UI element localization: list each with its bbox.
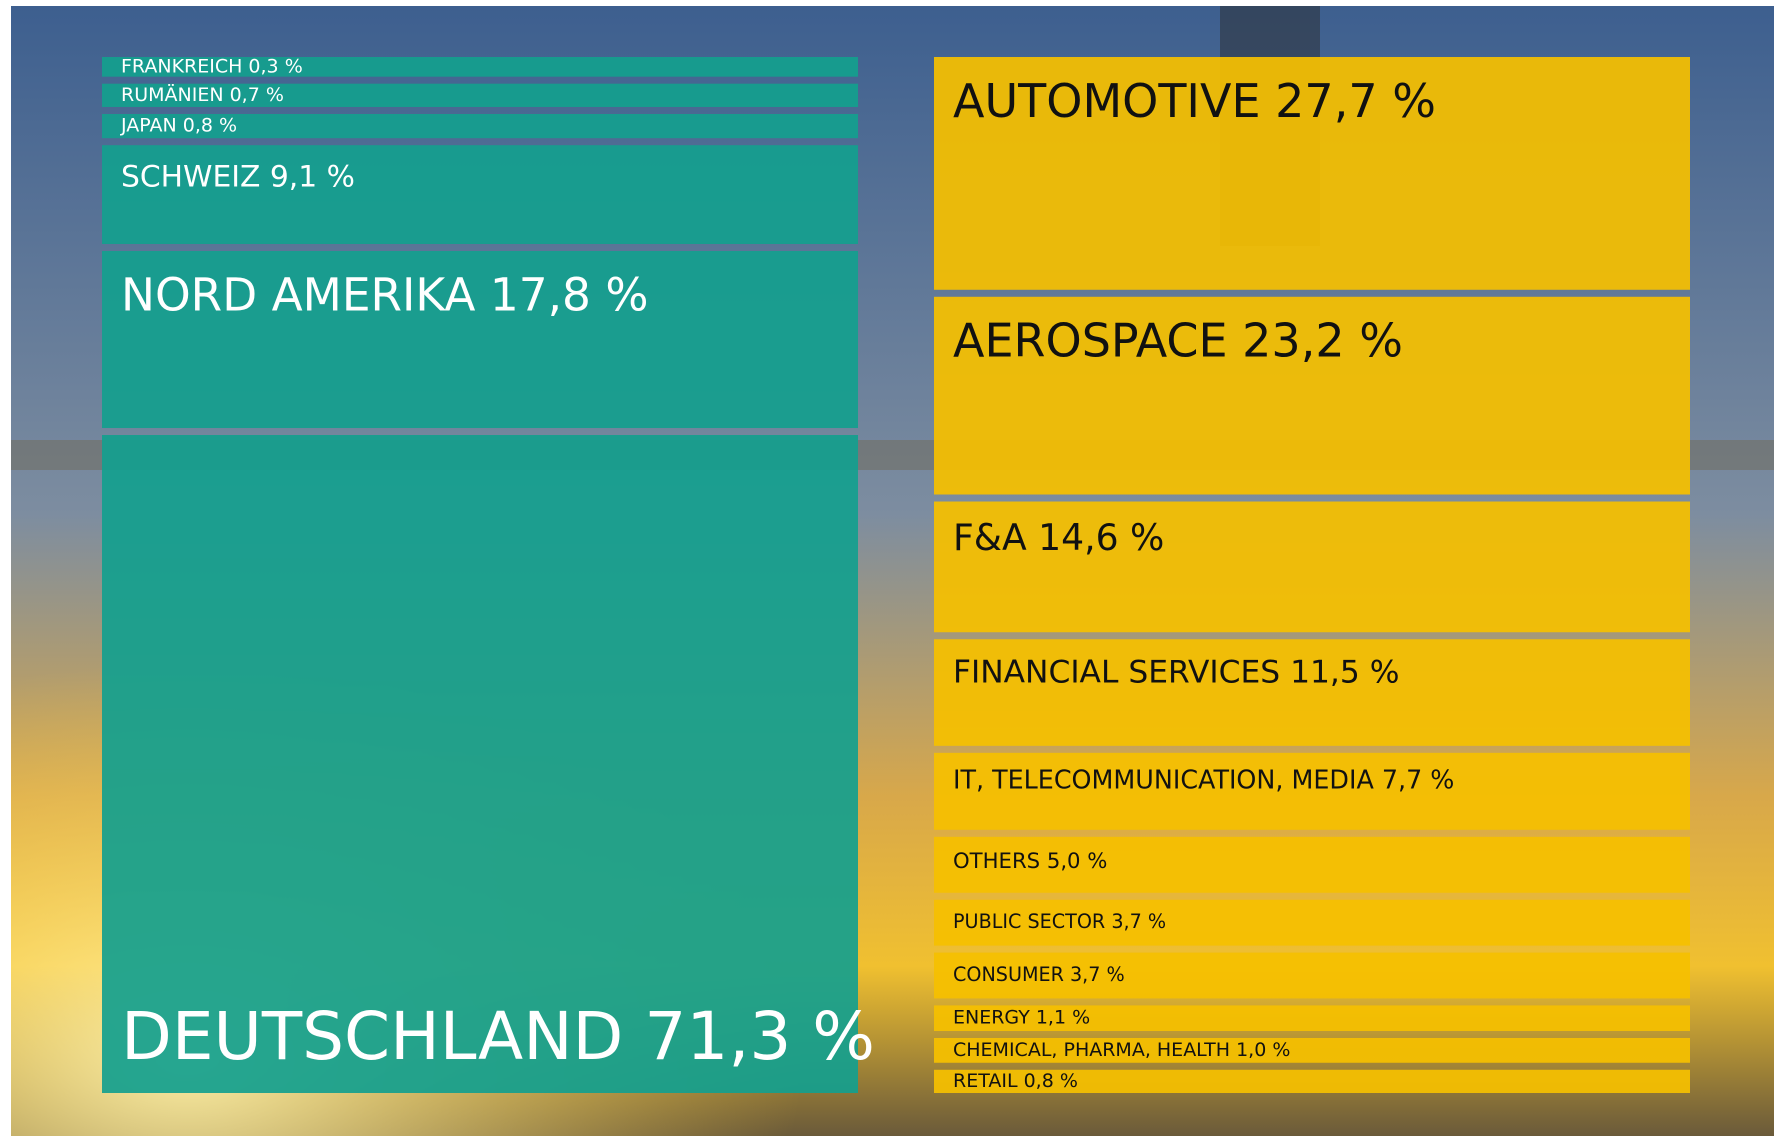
segment-label: AEROSPACE 23,2 % (953, 314, 1403, 368)
segment-label: F&A 14,6 % (953, 516, 1164, 559)
segment-label: CONSUMER 3,7 % (953, 963, 1125, 986)
segment-label: FINANCIAL SERVICES 11,5 % (953, 654, 1399, 690)
chart: FRANKREICH 0,3 % RUMÄNIEN 0,7 % JAPAN 0,8 … (0, 0, 1785, 1138)
segment-label: RUMÄNIEN 0,7 % (121, 83, 284, 106)
segment-label: CHEMICAL, PHARMA, HEALTH 1,0 % (953, 1039, 1290, 1061)
segment-label: OTHERS 5,0 % (953, 848, 1107, 873)
segment-label: PUBLIC SECTOR 3,7 % (953, 910, 1166, 933)
segment-label: SCHWEIZ 9,1 % (121, 159, 355, 194)
segment-label: RETAIL 0,8 % (953, 1070, 1078, 1092)
segment-label: AUTOMOTIVE 27,7 % (953, 74, 1436, 128)
segment-label: IT, TELECOMMUNICATION, MEDIA 7,7 % (953, 765, 1454, 795)
segment-label: JAPAN 0,8 % (120, 115, 237, 137)
segment-label: FRANKREICH 0,3 % (121, 55, 303, 77)
segment-label: ENERGY 1,1 % (953, 1007, 1090, 1029)
segment-label: NORD AMERIKA 17,8 % (121, 268, 649, 321)
segment (102, 435, 858, 1093)
segment-label: DEUTSCHLAND 71,3 % (121, 998, 875, 1075)
